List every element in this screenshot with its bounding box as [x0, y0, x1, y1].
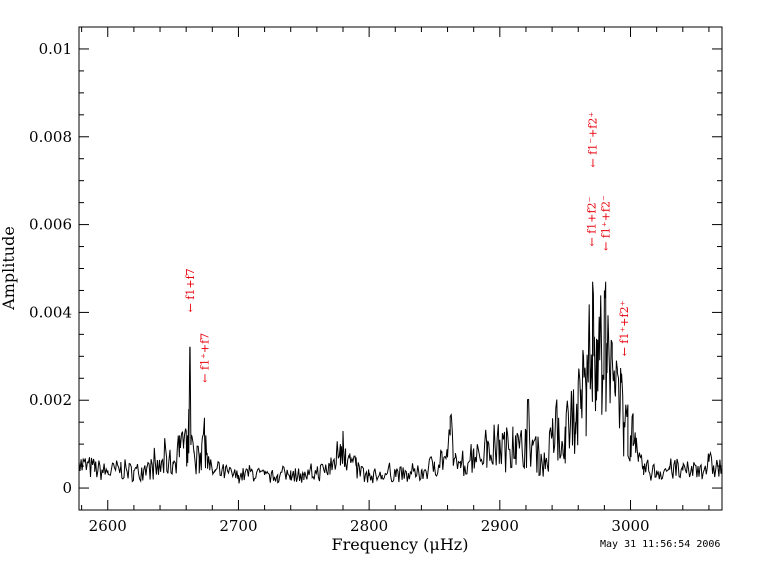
- x-tick-label: 2800: [350, 517, 388, 535]
- x-tick-label: 2900: [481, 517, 519, 535]
- y-tick-label: 0.01: [39, 40, 72, 58]
- tick-labels: 2600 2700 2800 2900 3000 0 0.002 0.004 0.006 0.00…: [29, 40, 650, 535]
- timestamp-stamp: May 31 11:56:54 2006: [600, 539, 720, 550]
- annotation-label: ← f1+f2⁻: [585, 196, 598, 246]
- x-tick-label: 2700: [219, 517, 257, 535]
- annotation-label: ← f1+f7: [184, 268, 197, 312]
- x-axis-label: Frequency (μHz): [332, 535, 469, 554]
- annotation-label: ← f1⁺+f2⁺: [618, 300, 631, 356]
- annotations: ← f1+f7 ← f1⁺+f7 ← f1+f2⁻ ← f1⁻+f2⁺ ← f1⁺+f2…: [184, 112, 631, 383]
- x-tick-label: 2600: [89, 517, 127, 535]
- annotation-label: ← f1⁻+f2⁺: [587, 112, 600, 168]
- annotation-label: ← f1⁺+f2⁻: [600, 195, 613, 251]
- axis-ticks: [79, 27, 722, 510]
- x-tick-label: 3000: [611, 517, 649, 535]
- spectrum-series-line: [78, 281, 723, 484]
- y-axis-label: Amplitude: [0, 226, 18, 311]
- y-tick-label: 0.008: [29, 128, 72, 146]
- y-tick-label: 0.002: [29, 391, 72, 409]
- plot-frame: [78, 26, 723, 511]
- annotation-label: ← f1⁺+f7: [199, 333, 212, 383]
- y-tick-label: 0: [62, 479, 72, 497]
- y-tick-label: 0.004: [29, 303, 72, 321]
- y-tick-label: 0.006: [29, 216, 72, 234]
